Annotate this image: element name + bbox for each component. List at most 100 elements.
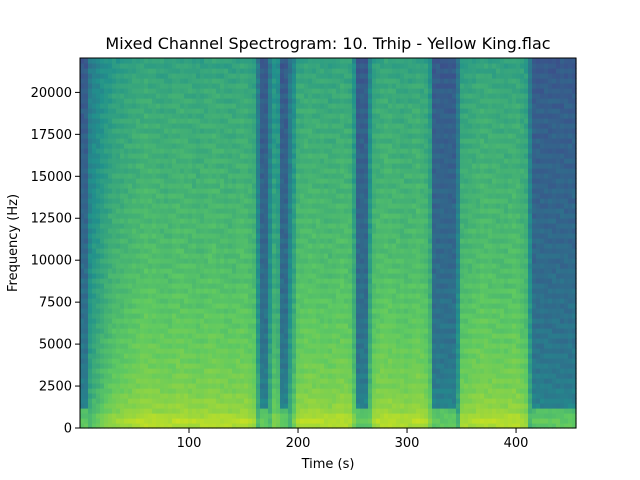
heatmap-cell [188, 388, 193, 394]
heatmap-cell [144, 68, 149, 74]
heatmap-cell [332, 378, 337, 384]
heatmap-cell [300, 263, 305, 269]
heatmap-cell [288, 198, 293, 204]
heatmap-cell [296, 303, 301, 309]
heatmap-cell [132, 253, 137, 259]
heatmap-cell [184, 98, 189, 104]
heatmap-cell [220, 123, 225, 129]
heatmap-cell [84, 88, 89, 94]
heatmap-cell [312, 388, 317, 394]
heatmap-cell [136, 208, 141, 214]
heatmap-cell [296, 308, 301, 314]
heatmap-cell [108, 188, 113, 194]
heatmap-cell [160, 198, 165, 204]
heatmap-cell [180, 368, 185, 374]
heatmap-cell [296, 148, 301, 154]
heatmap-cell [100, 173, 105, 179]
heatmap-cell [324, 213, 329, 219]
heatmap-cell [324, 163, 329, 169]
heatmap-cell [208, 358, 213, 364]
heatmap-cell [220, 163, 225, 169]
heatmap-cell [344, 318, 349, 324]
heatmap-cell [184, 198, 189, 204]
heatmap-cell [88, 193, 93, 199]
heatmap-cell [216, 218, 221, 224]
heatmap-cell [200, 128, 205, 134]
heatmap-cell [316, 88, 321, 94]
heatmap-cell [288, 173, 293, 179]
heatmap-cell [164, 353, 169, 359]
heatmap-cell [168, 358, 173, 364]
heatmap-cell [284, 383, 289, 389]
heatmap-cell [244, 358, 249, 364]
heatmap-cell [168, 123, 173, 129]
heatmap-cell [272, 263, 277, 269]
heatmap-cell [196, 258, 201, 264]
heatmap-cell [120, 183, 125, 189]
heatmap-cell [108, 418, 113, 424]
heatmap-cell [232, 213, 237, 219]
heatmap-cell [156, 338, 161, 344]
heatmap-cell [232, 358, 237, 364]
heatmap-cell [216, 378, 221, 384]
heatmap-cell [260, 248, 265, 254]
heatmap-cell [216, 213, 221, 219]
heatmap-cell [88, 328, 93, 334]
heatmap-cell [168, 203, 173, 209]
heatmap-cell [280, 243, 285, 249]
heatmap-cell [80, 418, 85, 424]
heatmap-cell [172, 63, 177, 69]
heatmap-cell [260, 218, 265, 224]
heatmap-cell [128, 158, 133, 164]
heatmap-cell [184, 408, 189, 414]
heatmap-cell [116, 373, 121, 379]
heatmap-cell [156, 283, 161, 289]
heatmap-cell [272, 328, 277, 334]
heatmap-cell [148, 268, 153, 274]
heatmap-cell [232, 113, 237, 119]
heatmap-cell [204, 153, 209, 159]
heatmap-cell [92, 173, 97, 179]
heatmap-cell [224, 228, 229, 234]
heatmap-cell [212, 173, 217, 179]
heatmap-cell [232, 198, 237, 204]
heatmap-cell [164, 233, 169, 239]
heatmap-cell [204, 343, 209, 349]
heatmap-cell [180, 223, 185, 229]
heatmap-cell [132, 303, 137, 309]
heatmap-cell [128, 398, 133, 404]
heatmap-cell [200, 83, 205, 89]
heatmap-cell [112, 193, 117, 199]
heatmap-cell [224, 423, 229, 429]
heatmap-cell [92, 143, 97, 149]
heatmap-cell [112, 88, 117, 94]
heatmap-cell [320, 188, 325, 194]
heatmap-cell [148, 338, 153, 344]
heatmap-cell [140, 253, 145, 259]
heatmap-cell [196, 323, 201, 329]
heatmap-cell [100, 348, 105, 354]
heatmap-cell [272, 213, 277, 219]
heatmap-cell [244, 88, 249, 94]
heatmap-cell [168, 313, 173, 319]
heatmap-cell [248, 68, 253, 74]
heatmap-cell [260, 193, 265, 199]
heatmap-cell [280, 128, 285, 134]
heatmap-cell [324, 288, 329, 294]
heatmap-cell [220, 93, 225, 99]
heatmap-cell [160, 83, 165, 89]
heatmap-cell [92, 353, 97, 359]
heatmap-cell [228, 138, 233, 144]
heatmap-cell [232, 163, 237, 169]
heatmap-cell [272, 403, 277, 409]
heatmap-cell [104, 418, 109, 424]
heatmap-cell [184, 213, 189, 219]
heatmap-cell [232, 293, 237, 299]
heatmap-cell [288, 238, 293, 244]
heatmap-cell [196, 108, 201, 114]
heatmap-cell [216, 73, 221, 79]
heatmap-cell [88, 138, 93, 144]
heatmap-cell [236, 348, 241, 354]
heatmap-cell [244, 373, 249, 379]
chart-title: Mixed Channel Spectrogram: 10. Trhip - Y… [105, 34, 550, 53]
